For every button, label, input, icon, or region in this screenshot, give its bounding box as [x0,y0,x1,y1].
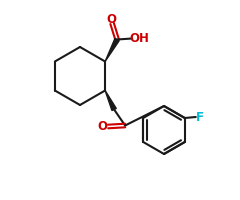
Text: F: F [196,110,204,124]
Text: O: O [98,120,108,133]
Polygon shape [105,90,116,111]
Text: O: O [106,13,116,26]
Text: OH: OH [130,32,150,45]
Polygon shape [105,38,119,62]
